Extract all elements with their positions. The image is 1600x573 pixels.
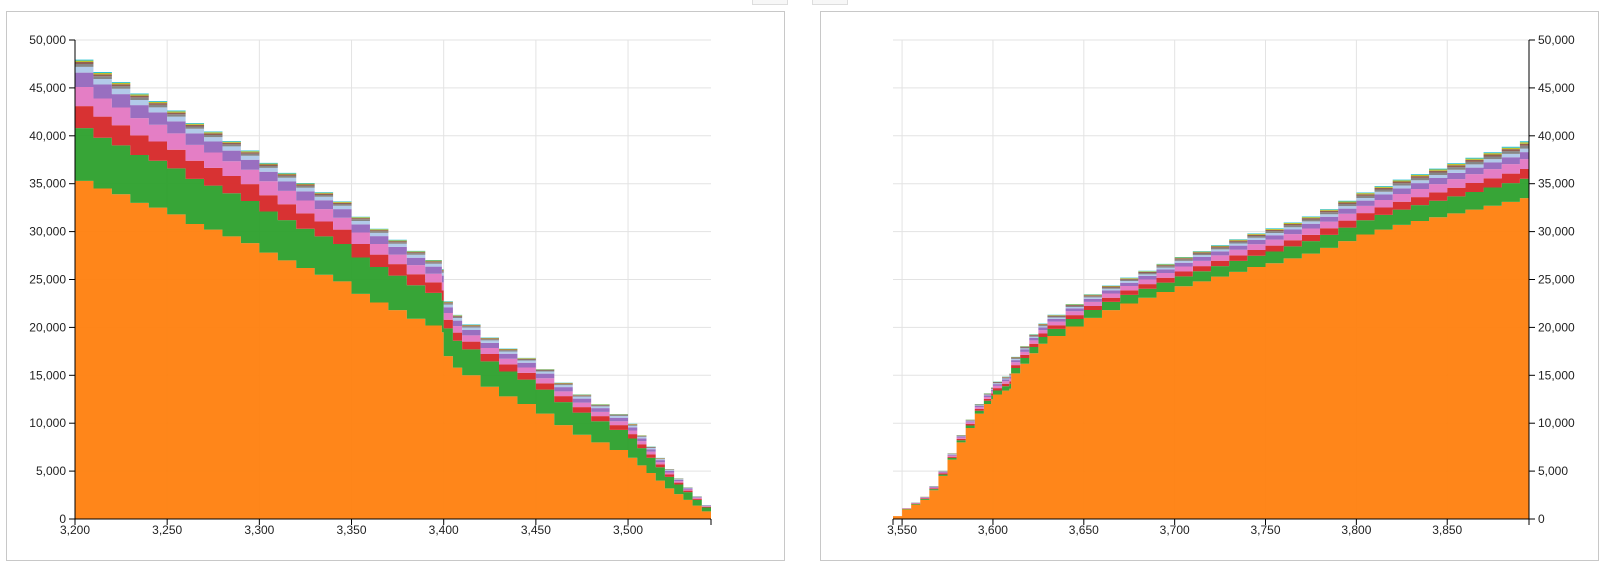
y-tick-label: 10,000 <box>29 416 66 430</box>
panel-tab-stub <box>812 0 848 5</box>
y-tick-label: 35,000 <box>29 177 66 191</box>
x-tick-label: 3,500 <box>613 523 643 537</box>
y-tick-label: 35,000 <box>1538 177 1575 191</box>
x-tick-label: 3,300 <box>244 523 274 537</box>
y-tick-label: 20,000 <box>29 320 66 334</box>
series-area-green <box>75 128 711 516</box>
series-area-orange <box>75 180 711 519</box>
x-tick-label: 3,200 <box>60 523 90 537</box>
y-tick-label: 40,000 <box>29 129 66 143</box>
y-tick-label: 30,000 <box>1538 225 1575 239</box>
y-tick-label: 5,000 <box>1538 464 1568 478</box>
y-tick-label: 5,000 <box>36 464 66 478</box>
x-tick-label: 3,800 <box>1341 523 1371 537</box>
x-tick-label: 3,450 <box>521 523 551 537</box>
x-tick-label: 3,550 <box>887 523 917 537</box>
y-tick-label: 50,000 <box>29 33 66 47</box>
chart-2: 0 5,000 10,000 15,000 20,000 25,000 30,000 35,0… <box>887 33 1575 537</box>
series-area-red <box>75 106 711 514</box>
series-area-orange <box>893 195 1529 519</box>
y-tick-label: 20,000 <box>1538 320 1575 334</box>
y-tick-label: 0 <box>59 512 66 526</box>
panel-tab-stub <box>752 0 788 5</box>
x-tick-label: 3,750 <box>1250 523 1280 537</box>
y-tick-label: 30,000 <box>29 225 66 239</box>
x-tick-label: 3,250 <box>152 523 182 537</box>
y-tick-label: 50,000 <box>1538 33 1575 47</box>
x-tick-label: 3,650 <box>1069 523 1099 537</box>
y-tick-label: 15,000 <box>29 368 66 382</box>
x-tick-label: 3,600 <box>978 523 1008 537</box>
x-tick-label: 3,350 <box>337 523 367 537</box>
y-tick-label: 45,000 <box>29 81 66 95</box>
series-area-purple <box>75 72 711 513</box>
chart-1: 0 5,000 10,000 15,000 20,000 25,000 30,000 35,0… <box>29 33 712 537</box>
y-tick-label: 25,000 <box>29 273 66 287</box>
y-tick-label: 25,000 <box>1538 273 1575 287</box>
x-tick-label: 3,400 <box>429 523 459 537</box>
y-tick-label: 40,000 <box>1538 129 1575 143</box>
x-tick-label: 3,700 <box>1160 523 1190 537</box>
series-area-green <box>893 175 1529 517</box>
y-tick-label: 15,000 <box>1538 368 1575 382</box>
y-tick-label: 0 <box>1538 512 1545 526</box>
x-tick-label: 3,850 <box>1432 523 1462 537</box>
y-tick-label: 10,000 <box>1538 416 1575 430</box>
series-area-pink <box>75 86 711 513</box>
y-tick-label: 45,000 <box>1538 81 1575 95</box>
